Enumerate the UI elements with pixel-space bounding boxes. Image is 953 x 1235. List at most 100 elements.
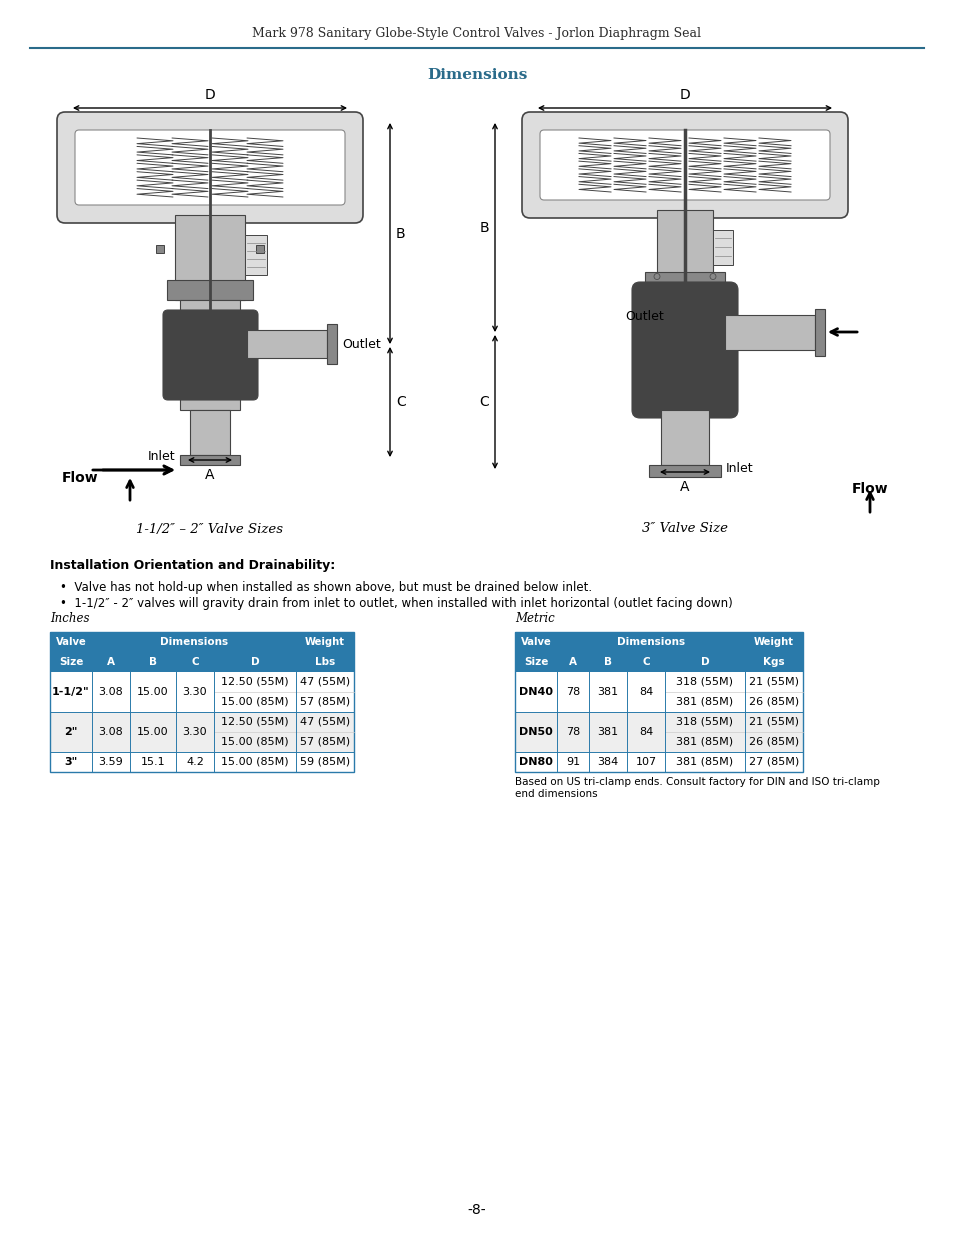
Text: 15.00 (85M): 15.00 (85M) (221, 697, 289, 706)
Text: 3.30: 3.30 (182, 727, 207, 737)
Text: C: C (395, 395, 405, 409)
Bar (174, 215, 245, 300)
Text: Dimensions: Dimensions (160, 637, 228, 647)
Text: Weight: Weight (753, 637, 793, 647)
Text: DN50: DN50 (518, 727, 553, 737)
Text: A: A (107, 657, 115, 667)
Text: B: B (395, 226, 405, 241)
Text: C: C (191, 657, 198, 667)
Text: 4.2: 4.2 (186, 757, 204, 767)
Bar (50, 713, 354, 752)
Bar (247, 330, 327, 358)
Text: Lbs: Lbs (314, 657, 335, 667)
Text: 318 (55M): 318 (55M) (676, 718, 733, 727)
Text: C: C (478, 395, 489, 409)
Bar (50, 632, 354, 772)
Text: Valve: Valve (520, 637, 551, 647)
Text: 47 (55M): 47 (55M) (299, 677, 350, 687)
Text: 91: 91 (565, 757, 579, 767)
Bar (245, 235, 267, 275)
Text: B: B (478, 221, 489, 235)
Text: A: A (568, 657, 577, 667)
Bar (515, 672, 802, 713)
Text: C: C (641, 657, 649, 667)
Text: 15.00: 15.00 (137, 687, 169, 697)
Text: 21 (55M): 21 (55M) (748, 718, 799, 727)
Text: 15.1: 15.1 (140, 757, 165, 767)
Text: Kgs: Kgs (762, 657, 784, 667)
Text: DN80: DN80 (518, 757, 553, 767)
Text: B: B (149, 657, 157, 667)
Text: 3": 3" (64, 757, 77, 767)
Text: Inches: Inches (50, 611, 90, 625)
Text: Dimensions: Dimensions (426, 68, 527, 82)
Bar (180, 300, 240, 410)
Text: D: D (251, 657, 259, 667)
Text: 27 (85M): 27 (85M) (748, 757, 799, 767)
Text: 3.08: 3.08 (98, 687, 123, 697)
Text: 15.00 (85M): 15.00 (85M) (221, 757, 289, 767)
Text: 47 (55M): 47 (55M) (299, 718, 350, 727)
Bar (515, 752, 802, 772)
Bar (515, 713, 802, 752)
Text: 59 (85M): 59 (85M) (299, 757, 350, 767)
Text: Outlet: Outlet (624, 310, 663, 324)
Text: 26 (85M): 26 (85M) (748, 697, 799, 706)
Bar (660, 410, 708, 466)
Bar (255, 245, 264, 253)
Text: Installation Orientation and Drainability:: Installation Orientation and Drainabilit… (50, 559, 335, 572)
Circle shape (709, 273, 716, 279)
Text: Inlet: Inlet (725, 462, 753, 475)
Bar (515, 632, 802, 652)
Circle shape (654, 283, 659, 289)
FancyBboxPatch shape (57, 112, 363, 224)
FancyBboxPatch shape (631, 282, 738, 417)
Text: Weight: Weight (305, 637, 345, 647)
Text: 26 (85M): 26 (85M) (748, 737, 799, 747)
FancyBboxPatch shape (163, 310, 257, 400)
Text: 3.59: 3.59 (98, 757, 123, 767)
Text: 3.30: 3.30 (182, 687, 207, 697)
Bar (167, 280, 253, 300)
Text: A: A (679, 480, 689, 494)
Text: 15.00 (85M): 15.00 (85M) (221, 737, 289, 747)
Text: Size: Size (523, 657, 548, 667)
Text: 3.08: 3.08 (98, 727, 123, 737)
Text: Dimensions: Dimensions (617, 637, 684, 647)
Text: 78: 78 (565, 687, 579, 697)
Bar (50, 752, 354, 772)
Text: Outlet: Outlet (341, 337, 380, 351)
Text: 384: 384 (597, 757, 618, 767)
Bar (50, 652, 354, 672)
Bar (515, 652, 802, 672)
Text: 3″ Valve Size: 3″ Valve Size (641, 522, 727, 536)
Text: A: A (205, 468, 214, 482)
Circle shape (709, 283, 716, 289)
FancyBboxPatch shape (75, 130, 345, 205)
Text: 84: 84 (639, 687, 653, 697)
Text: 381 (85M): 381 (85M) (676, 757, 733, 767)
Text: B: B (603, 657, 612, 667)
Bar (50, 672, 354, 713)
Text: 12.50 (55M): 12.50 (55M) (221, 718, 289, 727)
Text: 381: 381 (597, 687, 618, 697)
Text: Based on US tri-clamp ends. Consult factory for DIN and ISO tri-clamp
end dimens: Based on US tri-clamp ends. Consult fact… (515, 777, 879, 799)
Text: Valve: Valve (55, 637, 87, 647)
FancyBboxPatch shape (539, 130, 829, 200)
Text: 78: 78 (565, 727, 579, 737)
Text: •  Valve has not hold-up when installed as shown above, but must be drained belo: • Valve has not hold-up when installed a… (60, 580, 592, 594)
Bar (657, 210, 712, 290)
Text: 1-1/2″ – 2″ Valve Sizes: 1-1/2″ – 2″ Valve Sizes (136, 522, 283, 536)
Bar (724, 315, 814, 350)
Text: 381: 381 (597, 727, 618, 737)
Text: 57 (85M): 57 (85M) (299, 697, 350, 706)
Bar (648, 466, 720, 477)
Circle shape (654, 273, 659, 279)
Text: 12.50 (55M): 12.50 (55M) (221, 677, 289, 687)
Text: Flow: Flow (851, 482, 887, 496)
Bar (50, 632, 354, 652)
Bar (180, 454, 240, 466)
Text: Metric: Metric (515, 611, 554, 625)
FancyBboxPatch shape (521, 112, 847, 219)
Text: D: D (679, 88, 690, 103)
